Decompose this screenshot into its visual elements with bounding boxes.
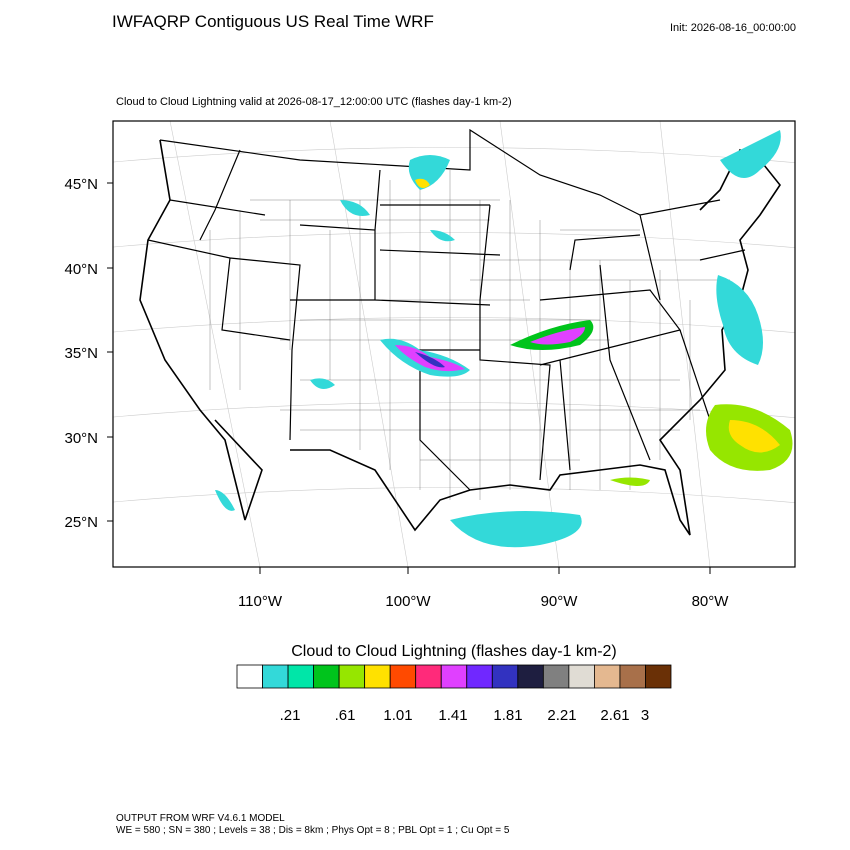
colorbar-label: 3 <box>641 707 649 724</box>
colorbar-box <box>619 664 646 689</box>
colorbar-label: 1.81 <box>493 707 522 724</box>
footer-line: WE = 580 ; SN = 380 ; Levels = 38 ; Dis … <box>116 825 510 836</box>
colorbar-box <box>542 664 570 689</box>
county-lines <box>209 170 730 500</box>
colorbar-box <box>568 664 595 689</box>
colorbar-label: 2.61 <box>600 707 629 724</box>
colorbar-box <box>415 664 442 689</box>
colorbar-box <box>517 664 544 689</box>
state-lines <box>139 128 781 536</box>
colorbar-box <box>364 664 391 689</box>
colorbar-box <box>338 664 366 689</box>
colorbar-box <box>594 664 621 689</box>
colorbar-box <box>262 664 289 689</box>
colorbar-label: .61 <box>335 707 356 724</box>
colorbar-label: .21 <box>280 707 301 724</box>
colorbar-box <box>313 664 340 689</box>
colorbar-box <box>287 664 314 689</box>
colorbar-box <box>236 664 263 689</box>
colorbar-box <box>645 664 672 689</box>
lat-label: 30°N <box>64 430 98 447</box>
lat-label: 45°N <box>64 176 98 193</box>
colorbar-box <box>389 664 417 689</box>
colorbar-box <box>466 664 493 689</box>
init-time: Init: 2026-08-16_00:00:00 <box>670 22 796 34</box>
lon-label: 90°W <box>541 593 579 610</box>
lat-label: 35°N <box>64 345 98 362</box>
colorbar-box <box>491 664 519 689</box>
title: IWFAQRP Contiguous US Real Time WRF <box>112 12 434 31</box>
map-subtitle: Cloud to Cloud Lightning valid at 2026-0… <box>116 96 512 108</box>
lon-label: 80°W <box>692 593 730 610</box>
lat-labels: 45°N 40°N 35°N 30°N 25°N <box>64 176 113 531</box>
colorbar-label: 1.41 <box>438 707 467 724</box>
colorbar-label: 1.01 <box>383 707 412 724</box>
lightning-areas <box>215 130 793 548</box>
colorbar-title: Cloud to Cloud Lightning (flashes day-1 … <box>291 643 617 660</box>
lon-labels: 110°W 100°W 90°W 80°W <box>238 567 729 610</box>
lat-label: 40°N <box>64 261 98 278</box>
colorbar: .21 .61 1.01 1.41 1.81 2.21 2.61 3 <box>236 664 672 724</box>
lon-label: 110°W <box>238 593 283 610</box>
colorbar-box <box>440 664 468 689</box>
lon-label: 100°W <box>385 593 431 610</box>
map-area <box>113 121 795 567</box>
colorbar-label: 2.21 <box>547 707 576 724</box>
footer-line: OUTPUT FROM WRF V4.6.1 MODEL <box>116 813 285 824</box>
lat-label: 25°N <box>64 514 98 531</box>
map-frame <box>112 120 796 568</box>
